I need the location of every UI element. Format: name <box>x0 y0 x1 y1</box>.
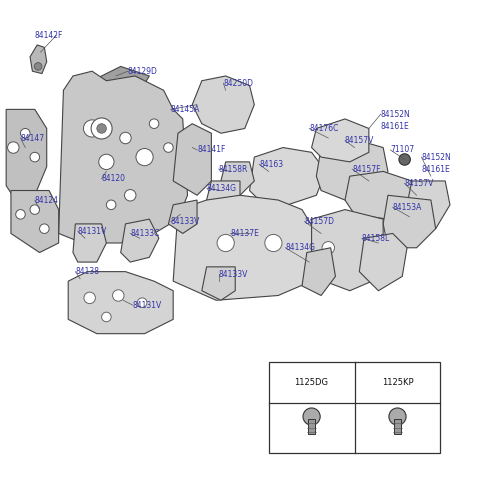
Polygon shape <box>394 419 401 434</box>
Polygon shape <box>168 200 197 233</box>
Circle shape <box>137 298 147 308</box>
Circle shape <box>102 312 111 322</box>
Polygon shape <box>202 267 235 300</box>
Polygon shape <box>312 209 383 291</box>
Circle shape <box>39 224 49 233</box>
Circle shape <box>322 242 335 254</box>
Text: 84131V: 84131V <box>132 300 162 310</box>
Circle shape <box>265 234 282 252</box>
Circle shape <box>84 120 101 137</box>
Circle shape <box>30 205 39 214</box>
Text: 84134G: 84134G <box>285 243 315 252</box>
Text: 1125KP: 1125KP <box>382 378 413 387</box>
Circle shape <box>303 408 320 425</box>
Polygon shape <box>250 148 326 205</box>
Text: 84133V: 84133V <box>171 217 200 226</box>
Circle shape <box>97 124 107 133</box>
Text: 84133C: 84133C <box>130 229 160 238</box>
Text: 84153A: 84153A <box>393 203 422 212</box>
Text: 84157V: 84157V <box>345 136 374 145</box>
Text: 84131V: 84131V <box>78 226 107 236</box>
Text: 84161E: 84161E <box>421 165 450 174</box>
Polygon shape <box>383 195 436 248</box>
Polygon shape <box>30 45 47 73</box>
Polygon shape <box>407 181 450 229</box>
Polygon shape <box>173 124 211 195</box>
Circle shape <box>217 234 234 252</box>
Circle shape <box>107 200 116 209</box>
Polygon shape <box>173 195 316 300</box>
Text: 84142F: 84142F <box>35 31 63 40</box>
Polygon shape <box>360 233 407 291</box>
Text: 84120: 84120 <box>102 174 126 183</box>
Circle shape <box>113 290 124 301</box>
Circle shape <box>8 142 19 153</box>
Text: 84124: 84124 <box>35 195 59 205</box>
Polygon shape <box>6 109 47 200</box>
Polygon shape <box>120 219 159 262</box>
Polygon shape <box>312 119 369 162</box>
Text: 84157D: 84157D <box>304 217 335 226</box>
Text: 84152N: 84152N <box>421 153 451 162</box>
Polygon shape <box>308 419 315 434</box>
Text: 84145A: 84145A <box>171 105 200 114</box>
Text: 84157F: 84157F <box>352 165 381 174</box>
Circle shape <box>136 149 153 166</box>
Text: 1125DG: 1125DG <box>295 378 329 387</box>
Polygon shape <box>92 67 149 100</box>
Text: 84158L: 84158L <box>362 234 390 243</box>
Polygon shape <box>68 272 173 334</box>
Circle shape <box>120 132 131 144</box>
Text: 84158R: 84158R <box>218 165 248 174</box>
Text: 84176C: 84176C <box>309 124 338 133</box>
Text: 84147: 84147 <box>21 134 45 142</box>
Text: 84163: 84163 <box>259 160 283 169</box>
Text: 71107: 71107 <box>390 145 414 155</box>
Text: 84138: 84138 <box>75 267 99 276</box>
Text: 84134G: 84134G <box>206 184 237 192</box>
Circle shape <box>99 154 114 170</box>
Circle shape <box>21 128 30 138</box>
Circle shape <box>34 63 42 70</box>
Text: 84137E: 84137E <box>230 229 259 238</box>
Polygon shape <box>11 191 59 253</box>
Text: 84141F: 84141F <box>197 145 226 155</box>
Circle shape <box>91 118 112 139</box>
Circle shape <box>30 152 39 162</box>
Circle shape <box>16 209 25 219</box>
Polygon shape <box>206 181 240 209</box>
Circle shape <box>389 408 406 425</box>
Polygon shape <box>59 71 188 243</box>
Text: 84152N: 84152N <box>381 110 410 119</box>
Polygon shape <box>316 138 388 200</box>
Polygon shape <box>345 172 412 219</box>
Text: 84129D: 84129D <box>128 67 158 76</box>
Text: 84161E: 84161E <box>381 122 409 131</box>
Text: 84250D: 84250D <box>223 79 253 87</box>
Circle shape <box>149 119 159 128</box>
Text: 84157V: 84157V <box>405 179 434 188</box>
Polygon shape <box>192 76 254 133</box>
Circle shape <box>84 292 96 304</box>
Polygon shape <box>302 248 336 295</box>
Bar <box>269 362 441 453</box>
Circle shape <box>124 190 136 201</box>
Bar <box>75 278 87 284</box>
Circle shape <box>399 154 410 165</box>
Text: 84133V: 84133V <box>218 270 248 278</box>
Circle shape <box>164 143 173 152</box>
Polygon shape <box>221 162 254 195</box>
Polygon shape <box>73 224 107 262</box>
